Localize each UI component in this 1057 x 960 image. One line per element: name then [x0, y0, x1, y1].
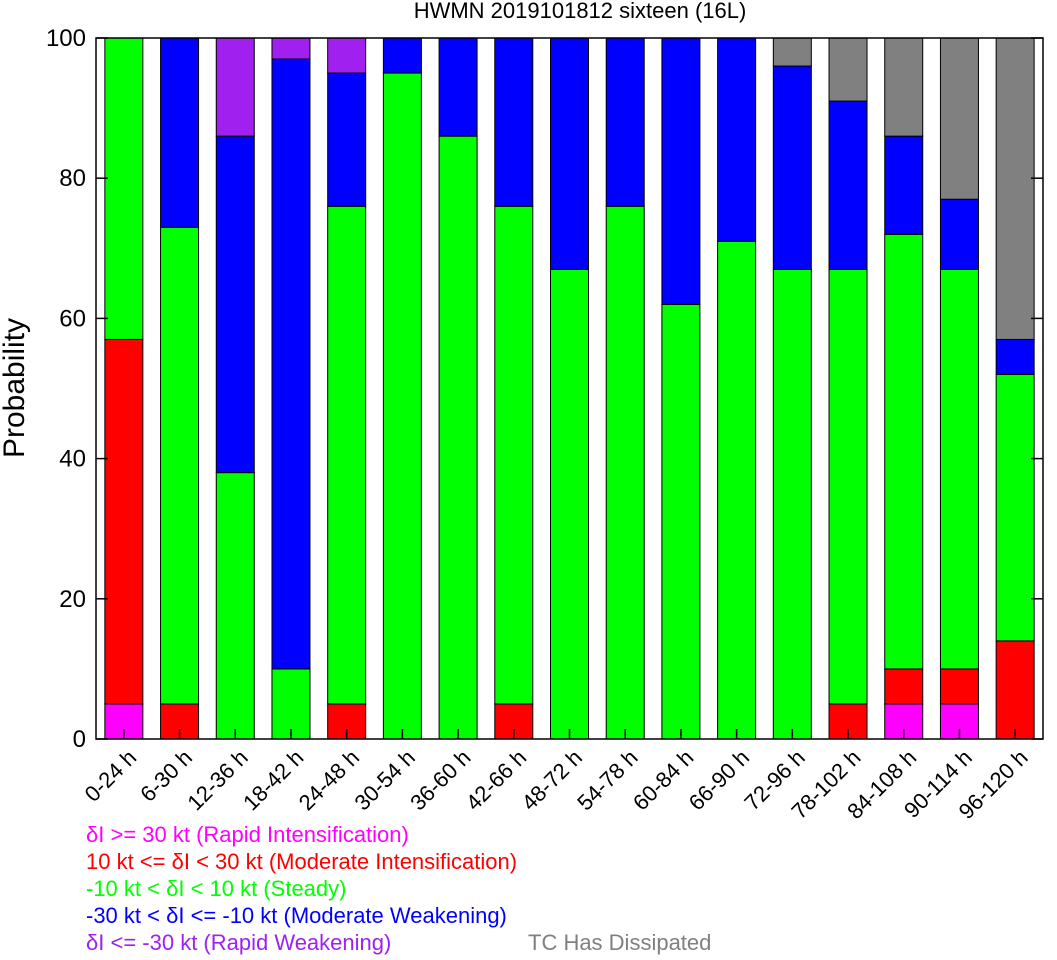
chart-title: HWMN 2019101812 sixteen (16L)	[414, 0, 747, 23]
bar-segment	[828, 100, 868, 270]
bars-group	[104, 37, 1035, 740]
x-tick-label: 36-60 h	[405, 745, 475, 815]
bar-segment	[828, 268, 868, 705]
legend-entry: -30 kt < δI <= -10 kt (Moderate Weakenin…	[86, 903, 507, 928]
bar-segment	[717, 240, 757, 740]
y-tick-label: 100	[46, 25, 86, 52]
bar-segment	[995, 640, 1035, 740]
x-tick-label: 18-42 h	[238, 745, 308, 815]
y-tick-label: 80	[59, 165, 86, 192]
bar-segment	[884, 37, 924, 137]
bar-segment	[661, 303, 701, 740]
bar-segment	[327, 37, 367, 74]
bar-segment	[717, 37, 757, 242]
bar-segment	[494, 37, 534, 207]
x-tick-label: 54-78 h	[572, 745, 642, 815]
y-tick-label: 20	[59, 586, 86, 613]
legend-entry: δI >= 30 kt (Rapid Intensification)	[86, 822, 409, 847]
bar-segment	[104, 37, 144, 340]
bar-segment	[605, 205, 645, 740]
bar-segment	[160, 37, 200, 228]
x-tick-label: 42-66 h	[461, 745, 531, 815]
x-tick-label: 30-54 h	[349, 745, 419, 815]
bar-segment	[884, 668, 924, 705]
x-tick-label: 12-36 h	[182, 745, 252, 815]
bar-segment	[438, 135, 478, 740]
bar-segment	[215, 472, 255, 740]
bar-segment	[160, 226, 200, 705]
bar-segment	[327, 72, 367, 207]
bar-segment	[605, 37, 645, 207]
bar-segment	[884, 135, 924, 235]
bar-segment	[550, 37, 589, 270]
bar-segment	[215, 37, 255, 137]
bar-segment	[884, 233, 924, 670]
y-axis-label: Probability	[0, 318, 31, 458]
bar-segment	[939, 37, 979, 200]
bar-segment	[939, 268, 979, 670]
bar-segment	[550, 268, 589, 740]
bar-segment	[271, 37, 311, 60]
bar-segment	[995, 37, 1035, 340]
bar-segment	[995, 373, 1035, 642]
x-tick-label: 0-24 h	[80, 745, 142, 807]
y-tick-label: 60	[59, 305, 86, 332]
x-tick-label: 48-72 h	[517, 745, 587, 815]
x-tick-label: 66-90 h	[684, 745, 754, 815]
bar-segment	[772, 268, 812, 740]
bar-segment	[215, 135, 255, 474]
bar-segment	[104, 338, 144, 705]
bar-segment	[939, 668, 979, 705]
legend-entry: -10 kt < δI < 10 kt (Steady)	[86, 876, 347, 901]
x-tick-label: 60-84 h	[628, 745, 698, 815]
bar-segment	[939, 198, 979, 270]
y-tick-label: 40	[59, 446, 86, 473]
bar-segment	[382, 72, 422, 740]
bar-segment	[995, 338, 1035, 375]
bar-segment	[772, 65, 812, 270]
bar-segment	[772, 37, 812, 67]
bar-segment	[382, 37, 422, 74]
bar-segment	[271, 668, 311, 740]
bar-segment	[494, 205, 534, 705]
y-tick-label: 0	[73, 726, 86, 753]
bar-segment	[271, 58, 311, 670]
legend-entry: TC Has Dissipated	[528, 930, 712, 955]
legend-entry: δI <= -30 kt (Rapid Weakening)	[86, 930, 392, 955]
x-tick-label: 24-48 h	[294, 745, 364, 815]
bar-segment	[661, 37, 701, 305]
bar-segment	[828, 37, 868, 102]
legend-entry: 10 kt <= δI < 30 kt (Moderate Intensific…	[86, 849, 518, 874]
bar-segment	[438, 37, 478, 137]
bar-segment	[327, 205, 367, 705]
